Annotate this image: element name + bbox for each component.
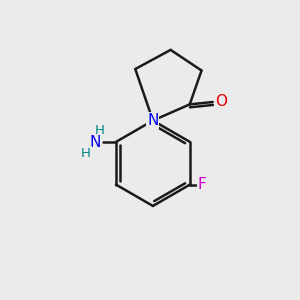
Text: F: F [197,177,206,192]
Text: H: H [81,147,91,160]
Text: H: H [95,124,105,137]
Text: O: O [215,94,227,109]
Text: N: N [89,135,100,150]
Text: N: N [147,113,159,128]
